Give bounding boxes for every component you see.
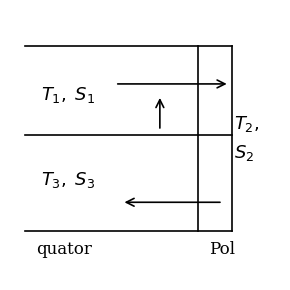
Text: $T_3, \; S_3$: $T_3, \; S_3$ [41, 170, 95, 190]
Text: quator: quator [36, 241, 92, 258]
Text: $T_1, \; S_1$: $T_1, \; S_1$ [41, 85, 95, 105]
Text: $S_2$: $S_2$ [234, 143, 254, 163]
Text: $T_2,$: $T_2,$ [234, 114, 260, 134]
Text: Pol: Pol [209, 241, 235, 258]
